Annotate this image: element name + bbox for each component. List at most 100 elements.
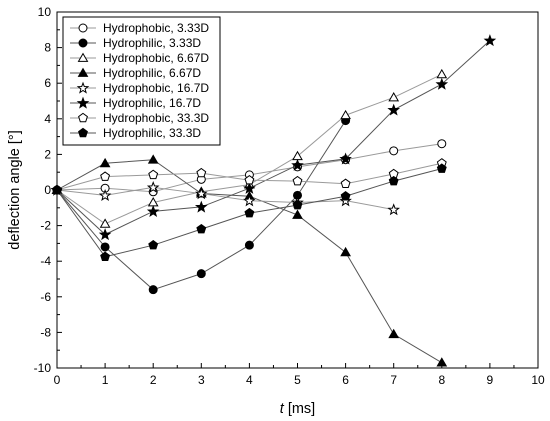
data-point bbox=[98, 228, 112, 241]
data-point bbox=[196, 167, 207, 178]
y-tick-label: -2 bbox=[40, 219, 51, 233]
data-point bbox=[100, 242, 110, 252]
x-tick-label: 4 bbox=[246, 373, 253, 387]
x-tick-label: 6 bbox=[342, 373, 349, 387]
x-tick-label: 8 bbox=[438, 373, 445, 387]
series-line bbox=[56, 40, 491, 236]
data-point bbox=[292, 175, 303, 186]
data-point bbox=[292, 209, 303, 219]
data-point bbox=[387, 203, 400, 216]
data-point bbox=[147, 154, 159, 164]
legend-label: Hydrophobic, 16.7D bbox=[103, 81, 209, 95]
legend-marker bbox=[78, 23, 88, 33]
data-point bbox=[387, 103, 400, 116]
data-point bbox=[244, 174, 255, 185]
data-point bbox=[340, 246, 351, 257]
series-layer bbox=[50, 34, 497, 367]
data-point bbox=[98, 189, 112, 201]
data-point bbox=[340, 191, 351, 201]
legend-item: Hydrophilic, 3.33D bbox=[70, 36, 201, 50]
y-axis-label: deflection angle [°] bbox=[7, 130, 23, 249]
y-tick-label: 10 bbox=[38, 5, 52, 19]
series-5 bbox=[50, 34, 497, 241]
y-tick-label: 0 bbox=[44, 183, 51, 197]
legend-marker bbox=[78, 38, 88, 48]
data-point bbox=[196, 269, 206, 279]
x-tick-label: 1 bbox=[102, 373, 109, 387]
data-point bbox=[483, 34, 497, 47]
data-point bbox=[148, 239, 159, 250]
legend-item: Hydrophilic, 33.3D bbox=[70, 126, 201, 140]
y-tick-label: 2 bbox=[44, 147, 51, 161]
data-point bbox=[340, 178, 351, 188]
data-point bbox=[195, 200, 208, 213]
data-point bbox=[292, 199, 303, 210]
data-point bbox=[389, 146, 399, 156]
y-tick-label: 8 bbox=[44, 41, 51, 55]
x-tick-label: 9 bbox=[487, 373, 494, 387]
data-point bbox=[436, 163, 447, 173]
legend-marker bbox=[77, 67, 89, 77]
data-point bbox=[291, 158, 304, 171]
x-tick-label: 2 bbox=[150, 373, 157, 387]
data-point bbox=[148, 285, 158, 295]
legend-label: Hydrophobic, 33.3D bbox=[103, 111, 209, 125]
x-axis-label-unit: [ms] bbox=[288, 401, 315, 417]
legend-item: Hydrophobic, 6.67D bbox=[70, 51, 209, 65]
data-point bbox=[244, 240, 254, 250]
data-point bbox=[339, 194, 352, 207]
data-point bbox=[195, 187, 208, 200]
legend-item: Hydrophilic, 16.7D bbox=[70, 96, 201, 110]
y-tick-label: 6 bbox=[44, 76, 51, 90]
data-point bbox=[196, 223, 207, 234]
data-point bbox=[388, 175, 399, 186]
data-point bbox=[146, 205, 160, 218]
data-point bbox=[435, 77, 449, 90]
x-tick-label: 3 bbox=[198, 373, 205, 387]
data-point bbox=[243, 181, 256, 194]
legend-item: Hydrophobic, 33.3D bbox=[70, 111, 209, 125]
legend-label: Hydrophobic, 3.33D bbox=[103, 21, 209, 35]
y-tick-label: 4 bbox=[44, 112, 51, 126]
x-tick-label: 10 bbox=[531, 373, 545, 387]
legend-label: Hydrophilic, 6.67D bbox=[103, 66, 201, 80]
x-axis-label-variable: t bbox=[280, 401, 285, 417]
data-point bbox=[146, 181, 160, 193]
data-point bbox=[243, 194, 256, 207]
data-point bbox=[436, 68, 448, 79]
plot-frame bbox=[56, 11, 539, 369]
legend-box bbox=[62, 16, 221, 146]
data-point bbox=[388, 92, 400, 102]
legend-item: Hydrophobic, 16.7D bbox=[70, 81, 209, 95]
data-point bbox=[340, 109, 351, 120]
legend-label: Hydrophilic, 3.33D bbox=[103, 36, 201, 50]
y-tick-label: -4 bbox=[40, 254, 51, 268]
data-point bbox=[339, 152, 352, 165]
legend-marker bbox=[78, 127, 88, 138]
y-tick-label: -8 bbox=[40, 325, 51, 339]
data-point bbox=[437, 139, 447, 149]
x-tick-label: 5 bbox=[294, 373, 301, 387]
legend-label: Hydrophilic, 16.7D bbox=[103, 96, 201, 110]
y-tick-label: -10 bbox=[34, 361, 52, 375]
legend-label: Hydrophilic, 33.3D bbox=[103, 126, 201, 140]
data-point bbox=[148, 169, 159, 180]
legend-item: Hydrophilic, 6.67D bbox=[70, 66, 201, 80]
data-point bbox=[388, 328, 400, 339]
data-point bbox=[99, 157, 111, 168]
legend-marker bbox=[76, 81, 90, 94]
x-tick-label: 7 bbox=[390, 373, 397, 387]
legend-marker bbox=[76, 96, 90, 109]
x-axis-label: t [ms] bbox=[280, 401, 315, 417]
legend-marker bbox=[78, 112, 88, 123]
data-point bbox=[244, 207, 255, 218]
x-tick-label: 0 bbox=[54, 373, 61, 387]
data-point bbox=[100, 171, 111, 181]
data-point bbox=[99, 218, 111, 228]
legend-item: Hydrophobic, 3.33D bbox=[70, 21, 209, 35]
legend-label: Hydrophobic, 6.67D bbox=[103, 51, 209, 65]
y-tick-label: -6 bbox=[40, 290, 51, 304]
data-point bbox=[100, 251, 111, 261]
